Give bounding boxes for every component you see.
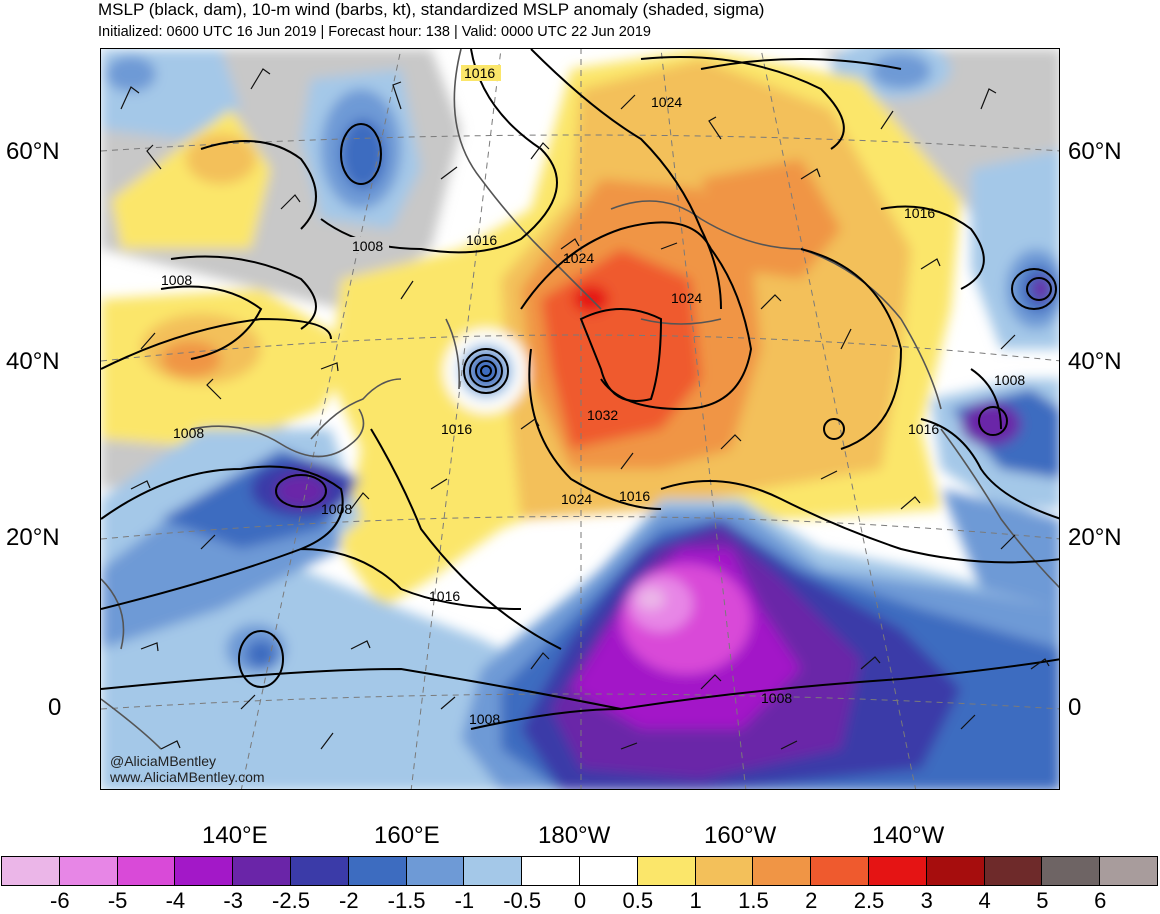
- contour-label: 1016: [441, 421, 472, 437]
- map-canvas: 1016 1024 1008 1016 1024 1024 1016 1008 …: [101, 49, 1059, 789]
- contour-label: 1008: [173, 425, 204, 441]
- lat-label-20n-right: 20°N: [1068, 524, 1122, 551]
- colorbar-swatch: [1, 856, 60, 886]
- colorbar-swatch: [1099, 856, 1158, 886]
- isobars: [101, 49, 1059, 730]
- contour-label: 1024: [671, 290, 702, 306]
- credit-url: www.AliciaMBentley.com: [110, 769, 265, 785]
- contour-label: 1008: [352, 238, 383, 254]
- contour-labels: 1016 1024 1008 1016 1024 1024 1016 1008 …: [161, 65, 1025, 727]
- lon-label-160e: 160°E: [374, 822, 440, 849]
- lon-label-140w: 140°W: [872, 822, 945, 849]
- colorbar-swatch: [58, 856, 118, 886]
- lat-label-40n-left: 40°N: [6, 348, 60, 375]
- contour-label: 1008: [321, 501, 352, 517]
- colorbar-tick-label: 3: [920, 888, 933, 913]
- colorbar-tick-label: -5: [107, 888, 128, 913]
- colorbar-swatch: [116, 856, 176, 886]
- colorbar-tick-label: -2: [339, 888, 359, 913]
- contour-label: 1016: [619, 488, 650, 504]
- contour-label: 1024: [651, 94, 682, 110]
- colorbar-tick-label: 2.5: [853, 888, 885, 913]
- map-subtitle: Initialized: 0600 UTC 16 Jun 2019 | Fore…: [98, 24, 651, 40]
- colorbar-swatch: [983, 856, 1043, 886]
- lat-label-20n-left: 20°N: [6, 524, 60, 551]
- colorbar-swatch: [636, 856, 696, 886]
- colorbar-swatch: [174, 856, 234, 886]
- lon-label-140e: 140°E: [202, 822, 268, 849]
- contour-label: 1008: [994, 372, 1025, 388]
- colorbar-swatch: [289, 856, 349, 886]
- colorbar-tick-label: -4: [165, 888, 186, 913]
- contour-label: 1016: [464, 65, 495, 81]
- contour-label: 1024: [563, 250, 594, 266]
- colorbar-tick-label: 2: [805, 888, 818, 913]
- colorbar-swatch: [925, 856, 985, 886]
- colorbar-tick-label: 6: [1094, 888, 1107, 913]
- anomaly-shading: [101, 49, 1059, 789]
- colorbar-tick-label: 0.5: [622, 888, 654, 913]
- contour-label: 1024: [561, 491, 592, 507]
- colorbar-tick-label: -1: [454, 888, 475, 913]
- lon-label-160w: 160°W: [704, 822, 777, 849]
- colorbar-swatch: [405, 856, 465, 886]
- lat-label-0-right: 0: [1068, 694, 1082, 721]
- colorbar-tick-label: -3: [223, 888, 243, 913]
- colorbar-tick-label: 5: [1036, 888, 1049, 913]
- wind-barbs: [120, 68, 1050, 750]
- colorbar-swatch: [463, 856, 523, 886]
- contour-label: 1032: [587, 407, 618, 423]
- colorbar-tick-label: -6: [50, 888, 70, 913]
- colorbar-tick-label: -0.5: [503, 888, 542, 913]
- colorbar: [1, 856, 1158, 886]
- colorbar-tick-label: -1.5: [387, 888, 426, 913]
- map-panel: 1016 1024 1008 1016 1024 1024 1016 1008 …: [100, 48, 1060, 790]
- contour-label: 1008: [161, 272, 192, 288]
- map-title: MSLP (black, dam), 10-m wind (barbs, kt)…: [98, 0, 765, 19]
- contour-label: 1008: [761, 690, 792, 706]
- contour-label: 1008: [469, 711, 500, 727]
- lon-label-180w: 180°W: [538, 822, 611, 849]
- colorbar-tick-label: 1.5: [738, 888, 769, 913]
- colorbar-swatch: [694, 856, 754, 886]
- colorbar-swatch: [521, 856, 580, 886]
- contour-label: 1016: [904, 205, 935, 221]
- colorbar-swatch: [1041, 856, 1101, 886]
- credit-handle: @AliciaMBentley: [110, 753, 217, 769]
- colorbar-swatch: [867, 856, 927, 886]
- colorbar-swatch: [232, 856, 291, 886]
- colorbar-tick-label: -2.5: [272, 888, 310, 913]
- colorbar-swatch: [810, 856, 869, 886]
- contour-label: 1016: [429, 588, 460, 604]
- lat-label-60n-right: 60°N: [1068, 138, 1122, 165]
- lat-label-60n-left: 60°N: [6, 138, 60, 165]
- colorbar-tick-label: 4: [978, 888, 991, 913]
- contour-label: 1016: [466, 232, 497, 248]
- lat-label-40n-right: 40°N: [1068, 348, 1122, 375]
- colorbar-swatch: [578, 856, 638, 886]
- lat-label-0-left: 0: [48, 694, 62, 721]
- colorbar-tick-label: 0: [573, 888, 587, 913]
- colorbar-tick-label: 1: [689, 888, 702, 913]
- colorbar-swatch: [347, 856, 407, 886]
- colorbar-swatch: [752, 856, 812, 886]
- contour-label: 1016: [908, 421, 939, 437]
